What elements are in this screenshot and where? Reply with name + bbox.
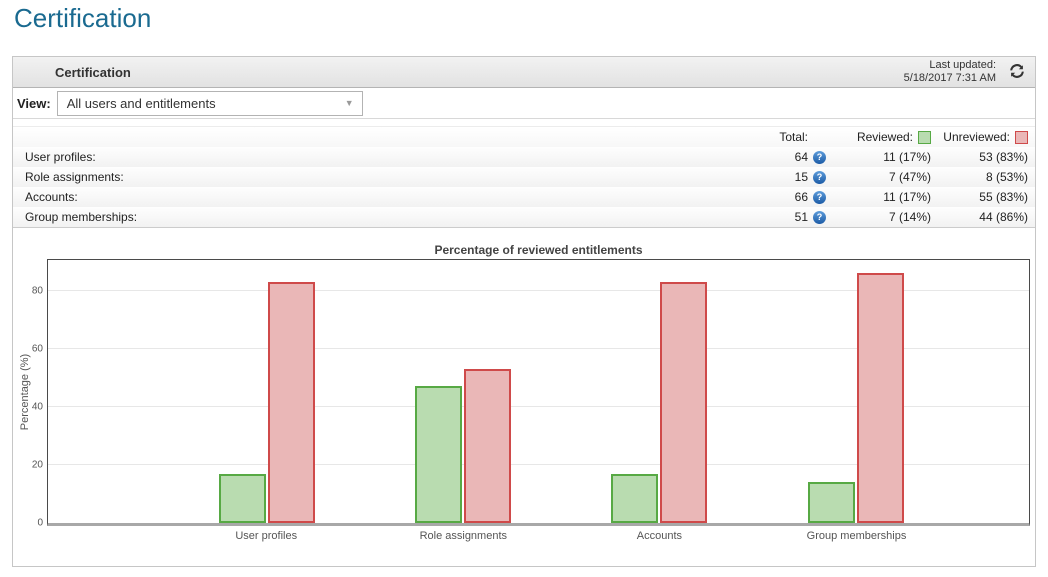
chart: Percentage (%) 0 20 40 60 80 User profiles Ro… [19,259,1030,544]
help-cell: ? [808,190,830,204]
view-row: View: All users and entitlements ▼ [13,88,1035,119]
panel-title: Certification [55,64,131,80]
bar-unreviewed-group-memberships [856,273,904,523]
row-label: User profiles: [25,150,96,164]
reviewed-legend-swatch [918,130,931,144]
stats-header-row: Total: Reviewed: Unreviewed: [13,127,1035,147]
bar-reviewed-role-assignments [415,386,463,523]
page-title: Certification [14,3,152,33]
help-icon[interactable]: ? [813,190,826,204]
bar-group-user-profiles [218,260,315,523]
panel-header: Certification Last updated: 5/18/2017 7:… [13,57,1035,88]
chart-title: Percentage of reviewed entitlements [434,243,643,257]
gridline-60 [48,347,1029,349]
gridline-20 [48,463,1029,465]
reviewed-value: 7 (47%) [888,170,931,184]
help-cell: ? [808,150,830,164]
help-cell: ? [808,170,830,184]
view-label: View: [17,95,51,111]
unreviewed-value: 53 (83%) [979,150,1028,164]
bar-group-accounts [611,260,708,523]
total-column-header: Total: [779,130,808,144]
total-value: 51 [794,210,808,224]
help-cell: ? [808,210,830,224]
unreviewed-column-header: Unreviewed: [943,130,1010,144]
bar-group-role-assignments [415,260,512,523]
x-label-user-profiles: User profiles [235,530,298,542]
y-tick-0: 0 [37,517,43,529]
x-label-accounts: Accounts [636,530,683,542]
view-select[interactable]: All users and entitlements ▼ [56,90,363,116]
gridline-40 [48,405,1029,407]
certification-panel: Certification Last updated: 5/18/2017 7:… [12,56,1036,567]
y-tick-40: 40 [31,401,43,413]
y-axis-title: Percentage (%) [19,353,31,430]
last-updated: Last updated: 5/18/2017 7:31 AM [904,59,996,85]
chart-plot-area: Percentage (%) 0 20 40 60 80 [19,259,1030,529]
row-label: Group memberships: [25,210,138,224]
refresh-icon [1009,63,1025,82]
stats-row-accounts: Accounts: 66? 11 (17%) 55 (83%) [13,187,1035,207]
help-icon[interactable]: ? [813,170,826,184]
refresh-button[interactable] [1008,63,1025,82]
unreviewed-value: 44 (86%) [979,210,1028,224]
bar-unreviewed-user-profiles [267,281,315,523]
bar-reviewed-accounts [611,473,659,523]
stats-row-group-memberships: Group memberships: 51? 7 (14%) 44 (86%) [13,207,1035,227]
y-tick-80: 80 [31,285,43,297]
unreviewed-value: 55 (83%) [979,190,1028,204]
chevron-down-icon: ▼ [344,98,354,108]
unreviewed-value: 8 (53%) [985,170,1028,184]
reviewed-value: 7 (14%) [888,210,931,224]
total-value: 15 [794,170,808,184]
total-value: 66 [794,190,808,204]
x-label-group-memberships: Group memberships [806,530,907,542]
stats-row-user-profiles: User profiles: 64? 11 (17%) 53 (83%) [13,147,1035,167]
bar-reviewed-user-profiles [218,473,266,523]
unreviewed-legend-swatch [1015,130,1028,144]
x-axis-labels: User profiles Role assignments Accounts Gro… [47,526,1030,544]
last-updated-value: 5/18/2017 7:31 AM [903,72,996,84]
bar-unreviewed-accounts [660,281,708,523]
gridline-80 [48,289,1029,291]
y-tick-20: 20 [31,459,43,471]
bar-unreviewed-role-assignments [464,369,512,523]
help-icon[interactable]: ? [813,210,826,224]
reviewed-value: 11 (17%) [883,150,931,164]
panel-header-right: Last updated: 5/18/2017 7:31 AM [904,59,1035,85]
y-tick-60: 60 [31,343,43,355]
bar-group-group-memberships [807,260,904,523]
last-updated-label: Last updated: [929,59,996,71]
row-label: Role assignments: [25,170,124,184]
reviewed-column-header: Reviewed: [856,130,913,144]
total-value: 64 [794,150,808,164]
bar-reviewed-group-memberships [807,482,855,523]
help-icon[interactable]: ? [813,150,826,164]
x-label-role-assignments: Role assignments [419,530,508,542]
stats-row-role-assignments: Role assignments: 15? 7 (47%) 8 (53%) [13,167,1035,187]
row-label: Accounts: [25,190,78,204]
reviewed-value: 11 (17%) [883,190,931,204]
stats-table: Total: Reviewed: Unreviewed: User profil… [13,126,1035,228]
view-select-value: All users and entitlements [66,95,216,111]
